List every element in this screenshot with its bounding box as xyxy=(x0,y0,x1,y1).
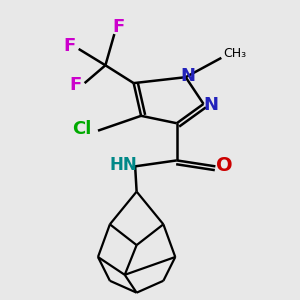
Text: HN: HN xyxy=(110,156,137,174)
Text: F: F xyxy=(64,37,76,55)
Text: F: F xyxy=(113,18,125,36)
Text: CH₃: CH₃ xyxy=(223,47,246,60)
Text: Cl: Cl xyxy=(72,120,91,138)
Text: O: O xyxy=(216,156,232,175)
Text: F: F xyxy=(70,76,82,94)
Text: N: N xyxy=(203,96,218,114)
Text: N: N xyxy=(181,67,196,85)
